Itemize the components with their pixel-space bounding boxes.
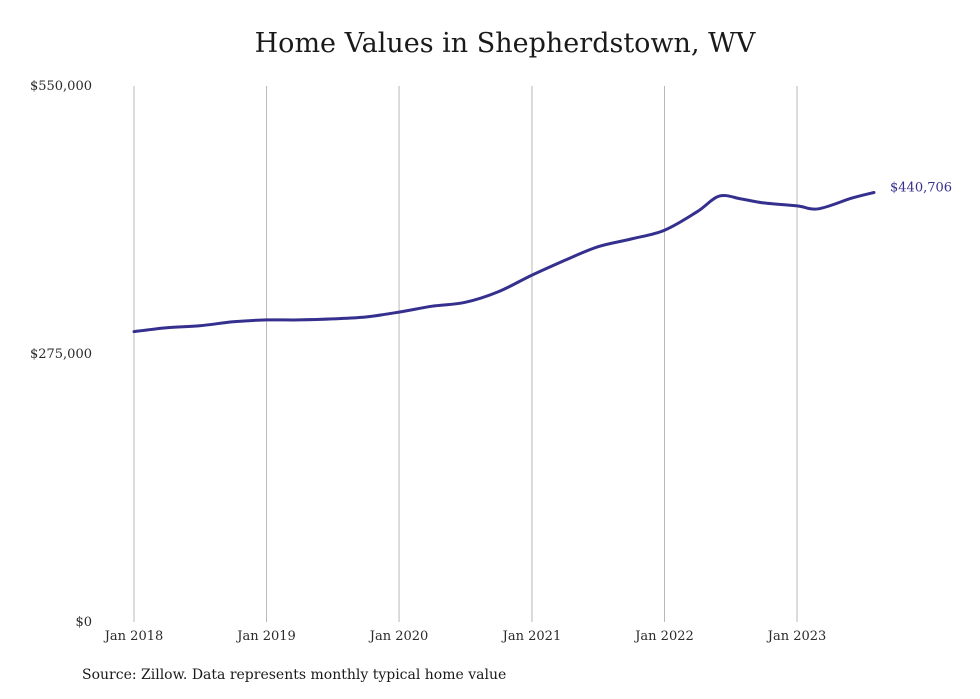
last-value-label: $440,706 [890,181,952,196]
x-tick-label: Jan 2022 [633,629,694,644]
y-tick-label: $275,000 [30,347,92,362]
x-tick-label: Jan 2020 [368,629,429,644]
chart-title: Home Values in Shepherdstown, WV [254,28,756,59]
x-tick-label: Jan 2021 [501,629,562,644]
y-tick-label: $0 [75,615,92,630]
x-axis-labels: Jan 2018 Jan 2019 Jan 2020 Jan 2021 Jan 2022… [103,629,827,644]
y-tick-label: $550,000 [30,79,92,94]
home-value-line [132,191,876,334]
y-axis-labels: $0 $275,000 $550,000 [30,79,92,630]
x-tick-label: Jan 2019 [235,629,296,644]
x-tick-label: Jan 2023 [766,629,827,644]
gridlines [133,86,798,622]
x-tick-label: Jan 2018 [103,629,164,644]
source-note: Source: Zillow. Data represents monthly … [82,667,507,683]
